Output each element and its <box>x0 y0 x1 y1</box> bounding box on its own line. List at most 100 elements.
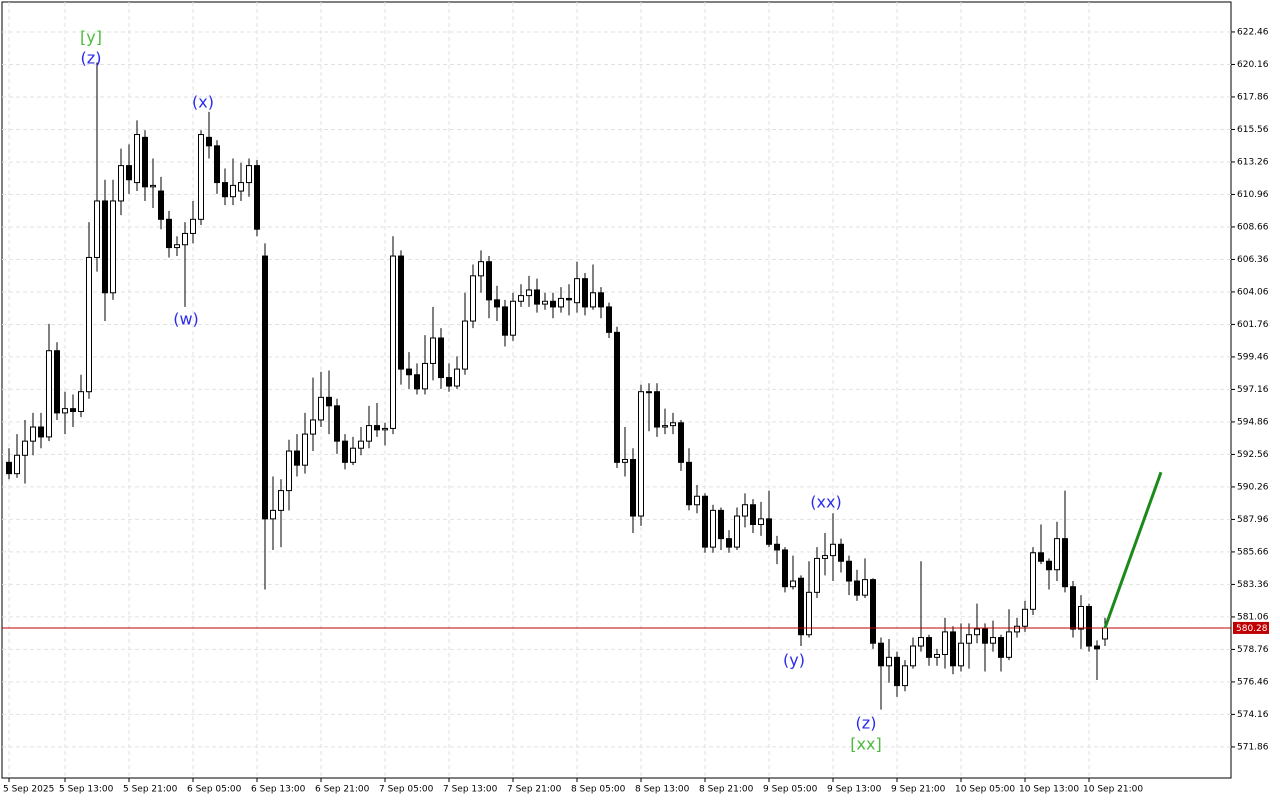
candle-body <box>750 504 756 526</box>
candle-body <box>950 631 956 667</box>
candle-body <box>662 425 668 428</box>
candle-body <box>390 255 396 429</box>
candles <box>6 62 1108 710</box>
y-tick-label: 592.56 <box>1237 450 1269 460</box>
candle-body <box>222 182 228 198</box>
candle-body <box>158 190 164 220</box>
candle-body <box>862 579 868 596</box>
x-tick-label: 10 Sep 13:00 <box>1019 785 1079 795</box>
candle-body <box>550 300 556 308</box>
candle-body <box>86 256 92 393</box>
candle-body <box>598 292 604 308</box>
y-tick-label: 578.76 <box>1237 645 1269 655</box>
candle-body <box>886 656 892 667</box>
candle-body <box>902 665 908 687</box>
candle-body <box>830 543 836 557</box>
candle-body <box>854 580 860 596</box>
candle-body <box>926 637 932 658</box>
candle-body <box>462 320 468 370</box>
candle-body <box>870 579 876 644</box>
candle-body <box>334 405 340 442</box>
x-tick-label: 10 Sep 05:00 <box>955 785 1015 795</box>
candle-body <box>1102 627 1108 640</box>
candle-body <box>230 184 236 198</box>
candle-body <box>262 255 268 520</box>
candle-body <box>998 637 1004 658</box>
candle-body <box>678 422 684 463</box>
candle-body <box>806 591 812 636</box>
y-tick-label: 615.56 <box>1237 125 1269 135</box>
candle-body <box>734 515 740 548</box>
candle-body <box>1006 631 1012 658</box>
candle-body <box>974 628 980 636</box>
candle-body <box>910 645 916 667</box>
candle-body <box>62 408 68 414</box>
y-tick-label: 571.86 <box>1237 742 1269 752</box>
candle-body <box>814 557 820 593</box>
candle-body <box>198 134 204 220</box>
candle-body <box>238 182 244 192</box>
candle-body <box>302 433 308 466</box>
y-tick-label: 594.86 <box>1237 417 1269 427</box>
x-tick-label: 5 Sep 2025 <box>3 785 54 795</box>
candle-body <box>350 447 356 463</box>
candle-body <box>942 631 948 656</box>
candle-body <box>1038 552 1044 562</box>
candle-body <box>766 518 772 545</box>
candle-body <box>422 362 428 390</box>
y-tick-label: 622.46 <box>1237 27 1269 37</box>
projection-line <box>1103 471 1163 629</box>
candle-body <box>6 461 12 475</box>
candle-body <box>326 396 332 407</box>
candle-body <box>118 165 124 202</box>
candle-body <box>990 637 996 644</box>
candle-body <box>398 255 404 370</box>
candle-body <box>30 426 36 442</box>
y-tick-label: 581.06 <box>1237 612 1269 622</box>
candle-body <box>54 350 60 414</box>
candle-body <box>1014 625 1020 633</box>
candle-body <box>1054 538 1060 571</box>
candle-body <box>742 504 748 517</box>
x-tick-label: 9 Sep 13:00 <box>827 785 882 795</box>
candle-body <box>822 555 828 559</box>
wave-label: [xx] <box>850 735 881 754</box>
wave-label: (z) <box>856 714 877 733</box>
candle-body <box>982 628 988 644</box>
candle-body <box>878 642 884 667</box>
candle-body <box>558 297 564 308</box>
x-tick-label: 8 Sep 13:00 <box>635 785 690 795</box>
x-tick-label: 8 Sep 05:00 <box>571 785 626 795</box>
candle-body <box>574 278 580 304</box>
y-tick-label: 587.96 <box>1237 515 1269 525</box>
candle-body <box>14 454 20 475</box>
candle-body <box>294 450 300 466</box>
y-tick-label: 583.36 <box>1237 580 1269 590</box>
candle-body <box>646 391 652 394</box>
candle-body <box>374 425 380 431</box>
y-tick-label: 597.16 <box>1237 385 1269 395</box>
y-tick-label: 617.86 <box>1237 92 1269 102</box>
candle-body <box>590 292 596 308</box>
candle-body <box>918 637 924 647</box>
candle-body <box>710 509 716 548</box>
y-tick-label: 606.36 <box>1237 255 1269 265</box>
candle-body <box>366 425 372 442</box>
current-price-label: 580.28 <box>1236 624 1268 634</box>
x-tick-label: 5 Sep 21:00 <box>123 785 178 795</box>
candle-body <box>454 368 460 387</box>
candle-body <box>934 654 940 658</box>
candle-body <box>798 577 804 636</box>
y-tick-label: 590.26 <box>1237 482 1269 492</box>
candle-body <box>582 278 588 308</box>
candle-body <box>702 495 708 548</box>
candle-body <box>430 337 436 364</box>
y-tick-label: 599.46 <box>1237 352 1269 362</box>
candle-body <box>438 337 444 379</box>
wave-label: (w) <box>173 310 199 329</box>
candle-body <box>110 200 116 294</box>
candle-body <box>846 560 852 582</box>
candle-body <box>566 297 572 301</box>
